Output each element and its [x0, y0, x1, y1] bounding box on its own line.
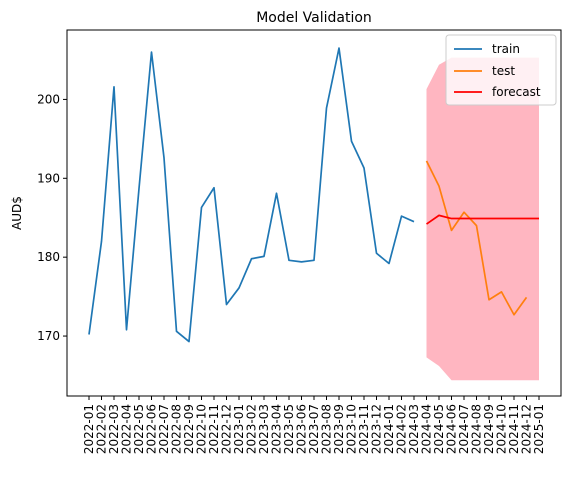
x-tick-label: 2022-12 [220, 404, 234, 454]
x-tick-label: 2023-02 [245, 404, 259, 454]
x-tick-label: 2022-10 [195, 404, 209, 454]
x-tick-label: 2025-01 [532, 404, 546, 454]
series-line-test [425, 160, 528, 316]
x-tick-label: 2023-06 [295, 404, 309, 454]
x-tick-label: 2024-05 [432, 404, 446, 454]
legend-label-test: test [492, 64, 515, 78]
x-tick-label: 2023-08 [320, 404, 334, 454]
x-tick-label: 2022-04 [120, 404, 134, 454]
series-line-forecast [426, 214, 539, 225]
x-tick-label: 2023-01 [232, 404, 246, 454]
x-tick-label: 2022-09 [182, 404, 196, 454]
x-tick-label: 2023-05 [282, 404, 296, 454]
x-tick-label: 2024-06 [445, 404, 459, 454]
y-tick-label: 170 [37, 329, 60, 343]
x-tick-label: 2024-04 [420, 404, 434, 454]
x-tick-label: 2023-11 [357, 404, 371, 454]
x-tick-label: 2024-09 [482, 404, 496, 454]
x-tick-label: 2024-12 [520, 404, 534, 454]
x-tick-label: 2024-01 [382, 404, 396, 454]
legend-box [445, 34, 557, 106]
x-tick-label: 2022-02 [95, 404, 109, 454]
x-tick-label: 2024-11 [507, 404, 521, 454]
y-tick-label: 190 [37, 171, 60, 185]
x-tick-label: 2022-08 [170, 404, 184, 454]
x-tick-label: 2022-07 [157, 404, 171, 454]
x-tick-label: 2024-08 [470, 404, 484, 454]
chart-title: Model Validation [256, 10, 372, 26]
x-tick-label: 2022-05 [132, 404, 146, 454]
series-line-train [88, 47, 415, 343]
x-tick-label: 2023-12 [370, 404, 384, 454]
legend-label-forecast: forecast [492, 85, 541, 99]
x-tick-label: 2024-07 [457, 404, 471, 454]
y-tick-label: 200 [37, 92, 60, 106]
x-axis: 2022-012022-022022-032022-042022-052022-… [82, 396, 546, 454]
x-tick-label: 2024-02 [395, 404, 409, 454]
x-tick-label: 2024-10 [495, 404, 509, 454]
x-tick-label: 2022-03 [107, 404, 121, 454]
x-tick-label: 2023-09 [332, 404, 346, 454]
legend: train test forecast [445, 34, 557, 106]
x-tick-label: 2023-07 [307, 404, 321, 454]
x-tick-label: 2022-06 [145, 404, 159, 454]
x-tick-label: 2024-03 [407, 404, 421, 454]
x-tick-label: 2022-11 [207, 404, 221, 454]
series-layer [88, 47, 539, 343]
y-axis-label: AUD$ [10, 196, 24, 230]
x-tick-label: 2023-04 [270, 404, 284, 454]
y-axis: 170 180 190 200 [37, 92, 67, 343]
x-tick-label: 2023-10 [345, 404, 359, 454]
legend-label-train: train [492, 42, 520, 56]
y-tick-label: 180 [37, 250, 60, 264]
x-tick-label: 2022-01 [82, 404, 96, 454]
x-tick-label: 2023-03 [257, 404, 271, 454]
